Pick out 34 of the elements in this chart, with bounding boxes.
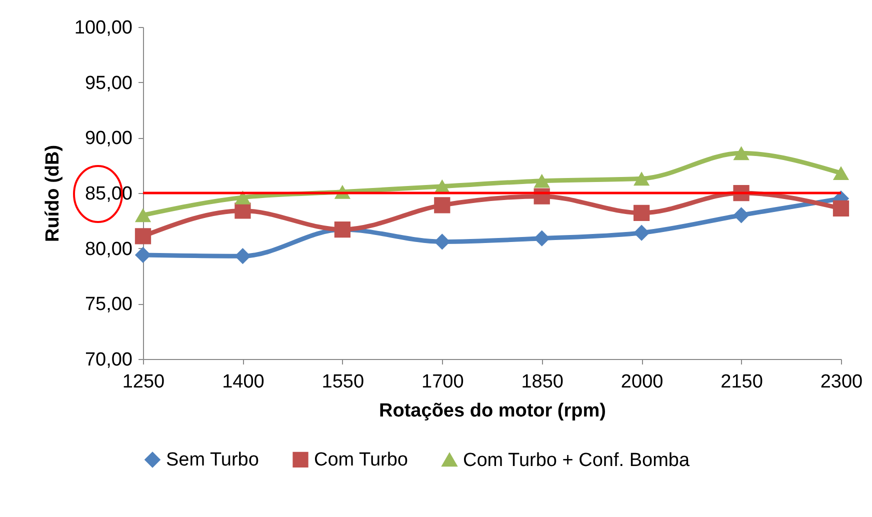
y-tick-label: 75,00 [84, 294, 132, 316]
x-tick-label: 1850 [521, 372, 564, 392]
point [434, 234, 450, 250]
x-tick-label: 2000 [620, 372, 664, 392]
legend-label: Sem Turbo [166, 450, 259, 471]
x-tick-label: 2300 [820, 372, 863, 392]
legend-label: Com Turbo + Conf. Bomba [463, 450, 690, 471]
point [832, 166, 850, 180]
point [234, 190, 251, 204]
point [134, 228, 152, 244]
point [634, 224, 650, 241]
point [634, 204, 650, 221]
x-tick-label: 1250 [122, 372, 165, 392]
x-tick-label: 1400 [222, 372, 264, 392]
y-tick-label: 100,00 [74, 18, 132, 38]
point [434, 197, 450, 214]
y-tick-label: 70,00 [84, 350, 132, 370]
point [634, 172, 650, 186]
x-tick-label: 1550 [322, 372, 364, 392]
point [733, 146, 750, 160]
point [234, 248, 251, 264]
x-tick-label: 2150 [720, 372, 763, 392]
point [134, 208, 152, 222]
point [534, 174, 550, 188]
legend-label: Com Turbo [314, 450, 408, 471]
point [534, 230, 550, 246]
y-tick-label: 95,00 [84, 72, 132, 94]
y-axis-title: Ruído (dB) [42, 144, 64, 242]
x-axis-title: Rotações do motor (rpm) [379, 400, 606, 422]
y-tick-label: 90,00 [84, 128, 132, 150]
point [733, 207, 750, 224]
point [832, 200, 850, 217]
y-tick-label: 80,00 [84, 238, 132, 260]
x-tick-label: 1700 [422, 372, 464, 392]
